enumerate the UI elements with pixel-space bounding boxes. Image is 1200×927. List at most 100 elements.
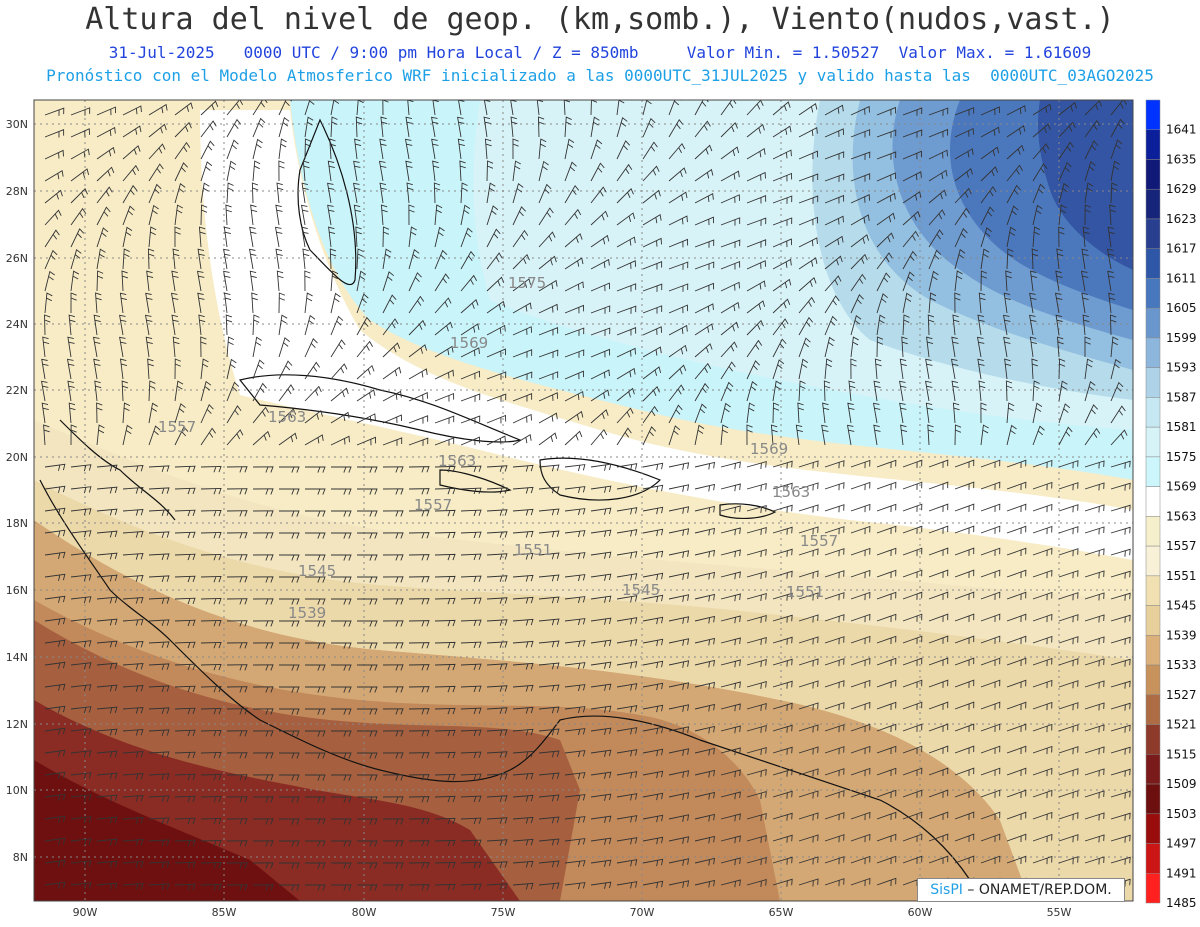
wind-barb — [902, 459, 923, 468]
wind-barb — [954, 107, 975, 116]
wind-barb — [96, 662, 118, 670]
wind-barb — [304, 884, 326, 891]
wind-barb — [899, 402, 907, 424]
lat-label: 28N — [6, 185, 28, 198]
wind-barb — [616, 260, 637, 270]
wind-barb — [902, 150, 923, 160]
lat-label: 12N — [6, 718, 28, 731]
wind-barb — [1084, 100, 1103, 116]
wind-barb — [668, 324, 688, 336]
wind-barb — [408, 818, 430, 825]
wind-barb — [278, 686, 300, 693]
wind-barb — [902, 271, 915, 292]
wind-barb — [1110, 636, 1131, 645]
wind-barb — [356, 664, 378, 671]
wind-barb — [850, 657, 871, 667]
wind-barb — [928, 591, 949, 600]
wind-barb — [96, 206, 111, 226]
wind-barb — [408, 554, 430, 561]
wind-barb — [147, 248, 155, 270]
wind-barb — [824, 636, 845, 645]
wind-barb — [301, 226, 309, 248]
wind-barb — [96, 424, 105, 446]
wind-barb — [980, 613, 1001, 622]
wind-barb — [278, 466, 300, 473]
wind-barb — [302, 248, 310, 270]
wind-barb — [538, 486, 560, 494]
wind-barb — [200, 120, 217, 138]
wind-barb — [824, 173, 845, 182]
wind-barb — [96, 186, 113, 204]
contour-band-1509 — [34, 760, 300, 901]
wind-barb — [434, 795, 456, 803]
wind-barb — [171, 270, 179, 292]
colorbar-label: 1629 — [1166, 182, 1197, 196]
wind-barb — [772, 238, 793, 248]
contour-label: 1557 — [414, 496, 452, 514]
wind-barb — [876, 212, 896, 226]
wind-barb — [174, 729, 196, 737]
wind-barb — [1084, 834, 1105, 843]
wind-barb — [564, 816, 586, 824]
wind-barb — [564, 430, 583, 446]
colorbar-swatch — [1145, 397, 1161, 428]
wind-barb — [538, 530, 560, 538]
wind-barb — [122, 105, 142, 116]
wind-barb — [356, 884, 378, 891]
wind-barb — [980, 248, 990, 270]
wind-barb — [148, 773, 170, 781]
wind-barb — [382, 884, 404, 891]
wind-barb — [275, 204, 283, 226]
wind-barb — [772, 298, 791, 314]
colorbar-label: 1545 — [1166, 599, 1197, 613]
wind-barb — [642, 836, 664, 845]
wind-barb — [642, 858, 664, 867]
wind-barb — [278, 510, 300, 517]
wind-barb — [70, 706, 92, 714]
wind-barb — [564, 116, 572, 138]
wind-barb — [822, 402, 830, 424]
wind-barb — [616, 188, 634, 204]
wind-barb — [1058, 403, 1071, 424]
wind-barb — [850, 194, 870, 204]
lat-label: 8N — [13, 851, 28, 864]
wind-barb — [119, 358, 128, 380]
wind-barb — [148, 183, 162, 204]
wind-barb — [900, 424, 908, 446]
wind-barb — [330, 862, 352, 869]
wind-barb — [538, 750, 560, 758]
wind-barb — [1110, 592, 1131, 601]
wind-barb — [122, 125, 142, 138]
wind-barb — [382, 532, 404, 539]
wind-barb — [278, 432, 298, 446]
wind-barb — [278, 360, 293, 380]
wind-barb — [590, 258, 610, 270]
wind-barb — [746, 725, 767, 733]
wind-barb — [174, 641, 196, 649]
wind-barb — [330, 664, 352, 671]
wind-barb — [720, 725, 741, 734]
wind-barb — [797, 402, 804, 424]
wind-barb — [460, 299, 479, 314]
wind-barb — [798, 702, 819, 711]
wind-barb — [746, 148, 766, 160]
wind-barb — [96, 728, 118, 736]
wind-barb — [252, 884, 274, 891]
wind-barb — [512, 206, 526, 226]
wind-barb — [70, 750, 92, 758]
wind-barb — [434, 369, 454, 380]
wind-barb — [590, 661, 612, 669]
wind-barb — [980, 635, 1001, 644]
wind-barb — [226, 642, 248, 649]
wind-barb — [720, 637, 741, 646]
wind-barb — [1032, 380, 1040, 402]
wind-barb — [278, 138, 287, 160]
wind-barb — [1058, 141, 1074, 160]
wind-barb — [798, 150, 819, 160]
wind-barb — [824, 235, 844, 248]
wind-barb — [1084, 658, 1105, 667]
wind-barb — [824, 834, 845, 843]
wind-barb — [668, 748, 690, 756]
wind-barb — [1006, 701, 1027, 711]
wind-barb — [382, 840, 404, 847]
